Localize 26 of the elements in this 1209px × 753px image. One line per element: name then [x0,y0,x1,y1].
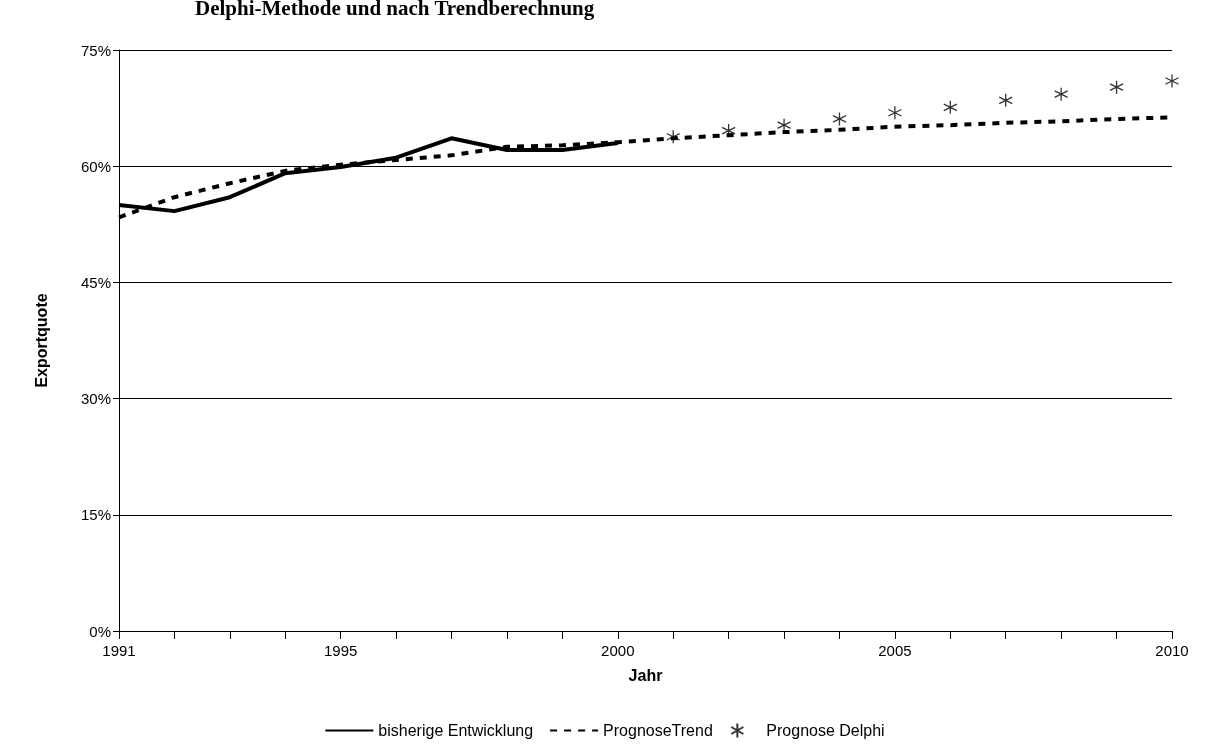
legend-label: Prognose Delphi [766,722,885,739]
x-tick-label: 2010 [1155,642,1189,659]
point [1164,73,1180,89]
point [1054,87,1069,102]
y-tick-label: 75% [80,41,111,59]
point [1109,80,1124,95]
y-tick-label: 0% [89,622,111,640]
y-tick-label: 15% [80,506,111,524]
legend-label: PrognoseTrend [603,722,713,739]
point [998,93,1013,108]
y-axis-title: Exportquote [32,293,50,388]
point [887,105,903,120]
point [832,111,847,127]
legend-label: bisherige Entwicklung [378,722,534,739]
x-tick-label: 1995 [324,642,358,659]
chart-title: Delphi-Methode und nach Trendberechnung [195,0,595,20]
y-tick-label: 60% [80,157,111,175]
y-tick-label: 45% [80,273,111,291]
x-axis-title: Jahr [628,666,663,684]
x-tick-label: 2005 [878,642,912,659]
point [776,117,792,133]
x-tick-label: 1991 [102,642,136,659]
x-tick-label: 2000 [601,642,635,659]
point [943,100,958,115]
y-tick-label: 30% [80,390,111,408]
point [666,129,681,144]
